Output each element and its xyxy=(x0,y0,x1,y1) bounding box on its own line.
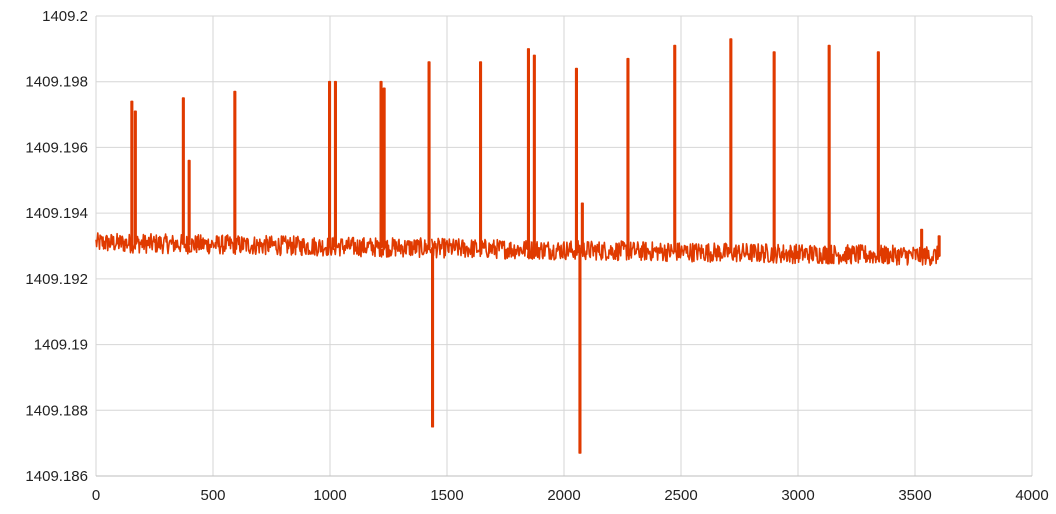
x-tick-label: 500 xyxy=(200,487,225,504)
x-tick-label: 2000 xyxy=(547,487,580,504)
y-tick-label: 1409.188 xyxy=(25,402,88,419)
y-tick-label: 1409.186 xyxy=(25,468,88,485)
y-tick-label: 1409.196 xyxy=(25,139,88,156)
x-tick-label: 0 xyxy=(92,487,100,504)
y-axis-ticks: 1409.2 1409.198 1409.196 1409.194 1409.192 14… xyxy=(25,8,88,485)
y-tick-label: 1409.19 xyxy=(34,337,88,354)
y-tick-label: 1409.194 xyxy=(25,205,88,222)
series-line xyxy=(95,38,941,454)
x-tick-label: 4000 xyxy=(1015,487,1048,504)
x-tick-label: 2500 xyxy=(664,487,697,504)
y-tick-label: 1409.2 xyxy=(42,8,88,25)
x-tick-label: 1000 xyxy=(313,487,346,504)
x-tick-label: 3000 xyxy=(781,487,814,504)
x-axis-ticks: 0 500 1000 1500 2000 2500 3000 3500 4000 xyxy=(92,487,1049,504)
y-tick-label: 1409.192 xyxy=(25,271,88,288)
y-tick-label: 1409.198 xyxy=(25,74,88,91)
x-tick-label: 3500 xyxy=(898,487,931,504)
x-tick-label: 1500 xyxy=(430,487,463,504)
